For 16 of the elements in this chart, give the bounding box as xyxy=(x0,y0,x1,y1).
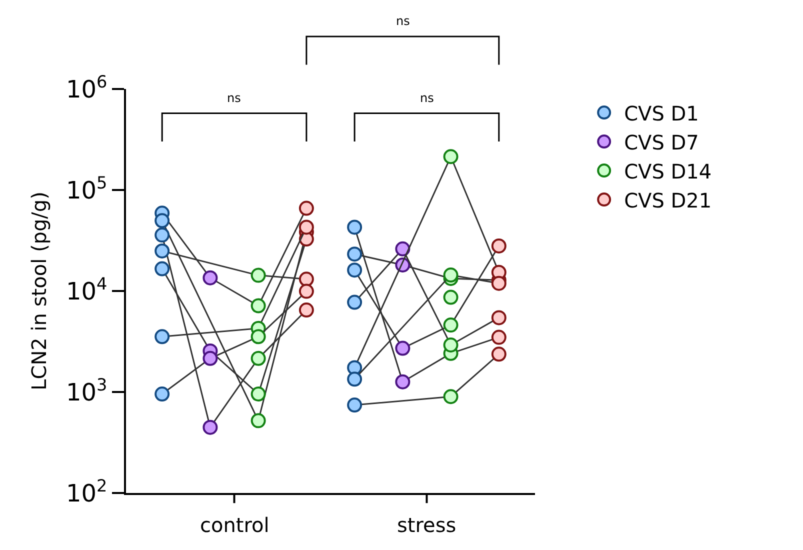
y-axis-title: LCN2 in stool (pg/g) xyxy=(26,192,51,390)
legend-label: CVS D21 xyxy=(624,188,712,212)
y-tick-label: 10$^{2}$ xyxy=(66,475,108,508)
y-tick-label: 10$^{6}$ xyxy=(66,71,108,104)
legend-label: CVS D7 xyxy=(624,130,699,154)
y-tick-label: 10$^{5}$ xyxy=(66,172,108,204)
y-tick-label: 10$^{4}$ xyxy=(66,273,108,306)
legend-label: CVS D1 xyxy=(624,101,699,126)
text: control xyxy=(200,513,270,537)
annotation: ns xyxy=(420,91,434,105)
legend-label: CVS D14 xyxy=(624,159,712,184)
text: stress xyxy=(397,513,456,537)
annotation: ns xyxy=(227,91,241,105)
point xyxy=(443,290,458,305)
y-tick-label: 10$^{3}$ xyxy=(66,374,108,406)
text: ns xyxy=(396,14,410,28)
